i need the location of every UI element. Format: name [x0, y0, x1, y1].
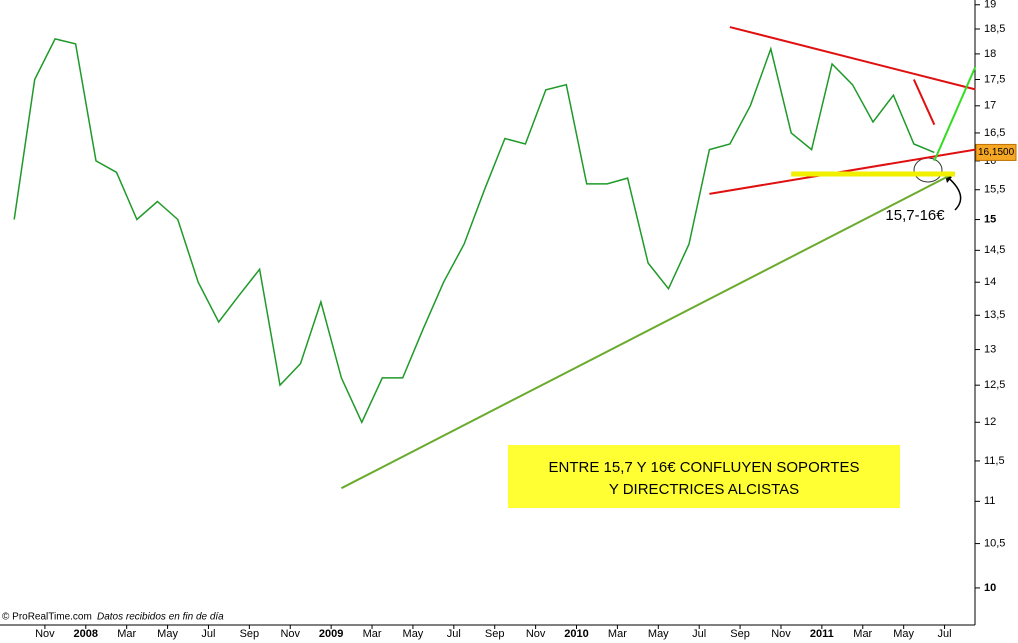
annotation: Y DIRECTRICES ALCISTAS	[609, 481, 799, 498]
x-tick-label: 2009	[319, 628, 343, 640]
x-tick-label: Mar	[117, 628, 136, 640]
x-tick-label: May	[648, 628, 669, 640]
y-tick-label: 14,5	[984, 244, 1005, 256]
trendline	[933, 66, 977, 162]
y-tick-label: 18	[984, 48, 996, 60]
y-tick-label: 10,5	[984, 537, 1005, 549]
x-tick-label: Jul	[201, 628, 215, 640]
x-tick-label: 2010	[564, 628, 588, 640]
x-tick-label: Jul	[447, 628, 461, 640]
y-tick-label: 12	[984, 416, 996, 428]
x-tick-label: May	[893, 628, 914, 640]
x-tick-label: Mar	[363, 628, 382, 640]
trendline	[912, 79, 936, 126]
x-tick-label: Nov	[35, 628, 55, 640]
y-tick-label: 17	[984, 100, 996, 112]
x-tick-label: Nov	[526, 628, 546, 640]
annotation: ENTRE 15,7 Y 16€ CONFLUYEN SOPORTES	[549, 459, 860, 476]
annotation-box	[508, 445, 900, 508]
y-tick-label: 11	[984, 495, 995, 507]
price-line	[13, 38, 935, 425]
last-price-label: 16,1500	[978, 147, 1015, 158]
callout: 15,7-16€	[885, 207, 945, 224]
last-price-tag	[975, 143, 1017, 161]
x-tick-label: Jul	[938, 628, 952, 640]
x-tick-label: Nov	[771, 628, 791, 640]
y-tick-label: 10	[984, 582, 996, 594]
y-tick-label: 18,5	[984, 23, 1005, 35]
x-tick-label: Mar	[853, 628, 872, 640]
x-tick-label: May	[157, 628, 178, 640]
footer: © ProRealTime.com	[2, 612, 92, 623]
x-tick-label: Sep	[485, 628, 505, 640]
y-tick-label: 12,5	[984, 379, 1005, 391]
x-tick-label: 2011	[810, 628, 834, 640]
trendline	[729, 26, 976, 91]
y-tick-label: 15,5	[984, 184, 1005, 196]
x-tick-label: Sep	[730, 628, 750, 640]
footer: Datos recibidos en fin de día	[97, 612, 224, 623]
x-tick-label: May	[403, 628, 424, 640]
y-tick-label: 15	[984, 213, 996, 225]
y-tick-label: 14	[984, 276, 996, 288]
y-tick-label: 13,5	[984, 309, 1005, 321]
trendline	[340, 172, 956, 490]
x-tick-label: Jul	[692, 628, 706, 640]
y-tick-label: 13	[984, 343, 996, 355]
x-tick-label: Sep	[240, 628, 260, 640]
x-tick-label: 2008	[74, 628, 98, 640]
y-tick-label: 19	[984, 0, 996, 11]
y-tick-label: 17,5	[984, 73, 1005, 85]
x-tick-label: Mar	[608, 628, 627, 640]
y-tick-label: 16,5	[984, 127, 1005, 139]
y-tick-label: 11,5	[984, 455, 1005, 467]
x-tick-label: Nov	[280, 628, 300, 640]
